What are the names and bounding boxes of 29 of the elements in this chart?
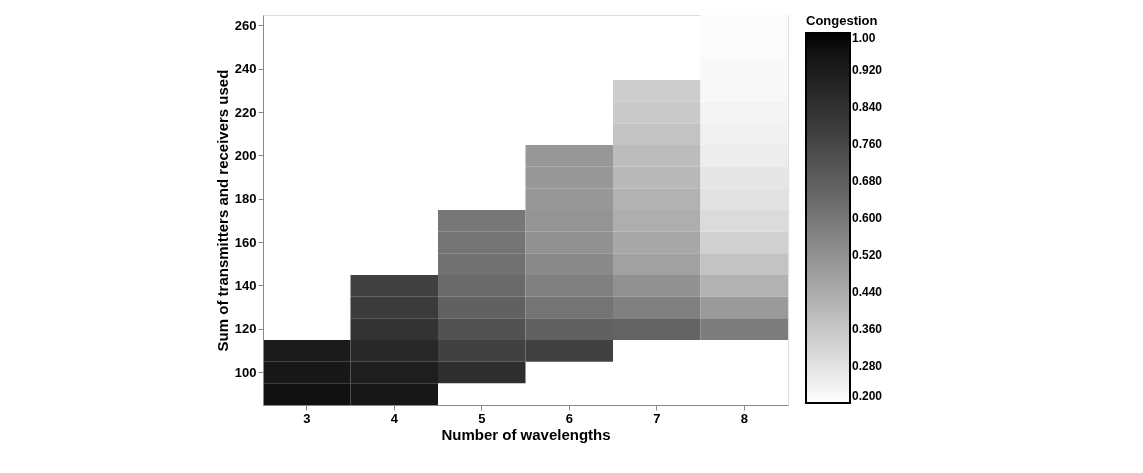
- y-tick-label: 200: [234, 147, 257, 163]
- color-bar-label: 0.280: [852, 359, 883, 373]
- color-bar-label: 0.600: [852, 211, 883, 225]
- x-tick-label: 5: [478, 410, 486, 426]
- y-tick-label: 260: [234, 17, 257, 33]
- legend-title: Congestion: [806, 13, 878, 28]
- color-bar-label: 0.760: [852, 137, 883, 151]
- y-tick-label: 100: [234, 364, 257, 380]
- color-bar-label: 0.200: [852, 389, 883, 403]
- y-tick-label: 180: [234, 191, 257, 207]
- color-bar-label: 0.520: [852, 248, 883, 262]
- x-axis-title: Number of wavelengths: [441, 425, 611, 443]
- x-tick-label: 7: [653, 410, 661, 426]
- x-tick-label: 6: [565, 410, 573, 426]
- color-bar-label: 0.360: [852, 322, 883, 336]
- color-bar-label: 1.00: [852, 31, 876, 45]
- x-tick-label: 4: [390, 410, 399, 426]
- y-tick-label: 220: [234, 104, 257, 120]
- color-bar-label: 0.840: [852, 100, 883, 114]
- color-bar-label: 0.440: [852, 285, 883, 299]
- color-bar-label: 0.920: [852, 63, 883, 77]
- y-tick-label: 120: [234, 321, 257, 337]
- x-tick-label: 3: [303, 410, 311, 426]
- y-tick-label: 160: [234, 234, 257, 250]
- y-tick-label: 140: [234, 277, 257, 293]
- y-tick-label: 240: [234, 61, 257, 77]
- x-tick-label: 8: [740, 410, 748, 426]
- color-bar-label: 0.680: [852, 174, 883, 188]
- y-axis-title: Sum of transmitters and receivers used: [213, 69, 231, 352]
